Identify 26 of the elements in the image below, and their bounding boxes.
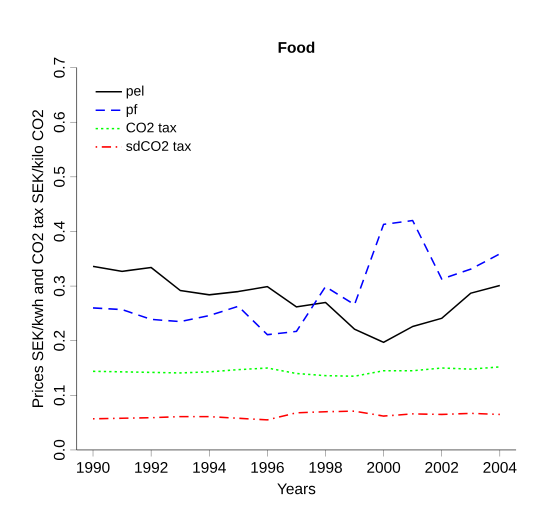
- y-tick-label: 0.3: [54, 276, 65, 296]
- y-tick-label: 0.7: [54, 58, 65, 78]
- x-tick-label: 2002: [425, 462, 458, 474]
- line-series: [92, 220, 501, 336]
- x-tick-label: 2000: [367, 462, 400, 474]
- line-series: [92, 266, 501, 344]
- y-tick-label: 0.6: [54, 112, 65, 133]
- x-axis-title: Years: [277, 484, 316, 494]
- legend-label: pel: [126, 86, 144, 99]
- y-tick-label: 0.0: [54, 440, 65, 460]
- x-tick-label: 2004: [483, 462, 517, 474]
- x-tick-label: 1994: [193, 462, 226, 474]
- line-series: [92, 410, 501, 421]
- x-tick-label: 1998: [310, 462, 342, 474]
- y-axis-title: Prices SEK/kwh and CO2 tax SEK/kilo CO2: [32, 110, 44, 408]
- legend-label: pf: [126, 104, 138, 118]
- y-tick-label: 0.1: [54, 386, 65, 406]
- y-tick-label: 0.2: [54, 330, 65, 352]
- legend-label: sdCO2 tax: [126, 140, 192, 152]
- chart-title: Food: [278, 42, 314, 54]
- x-tick-label: 1992: [135, 462, 168, 474]
- x-tick-label: 1996: [251, 462, 284, 474]
- x-tick-label: 1990: [77, 462, 110, 474]
- legend-label: CO2 tax: [126, 122, 177, 133]
- y-tick-label: 0.4: [54, 221, 65, 242]
- y-tick-label: 0.5: [54, 167, 65, 188]
